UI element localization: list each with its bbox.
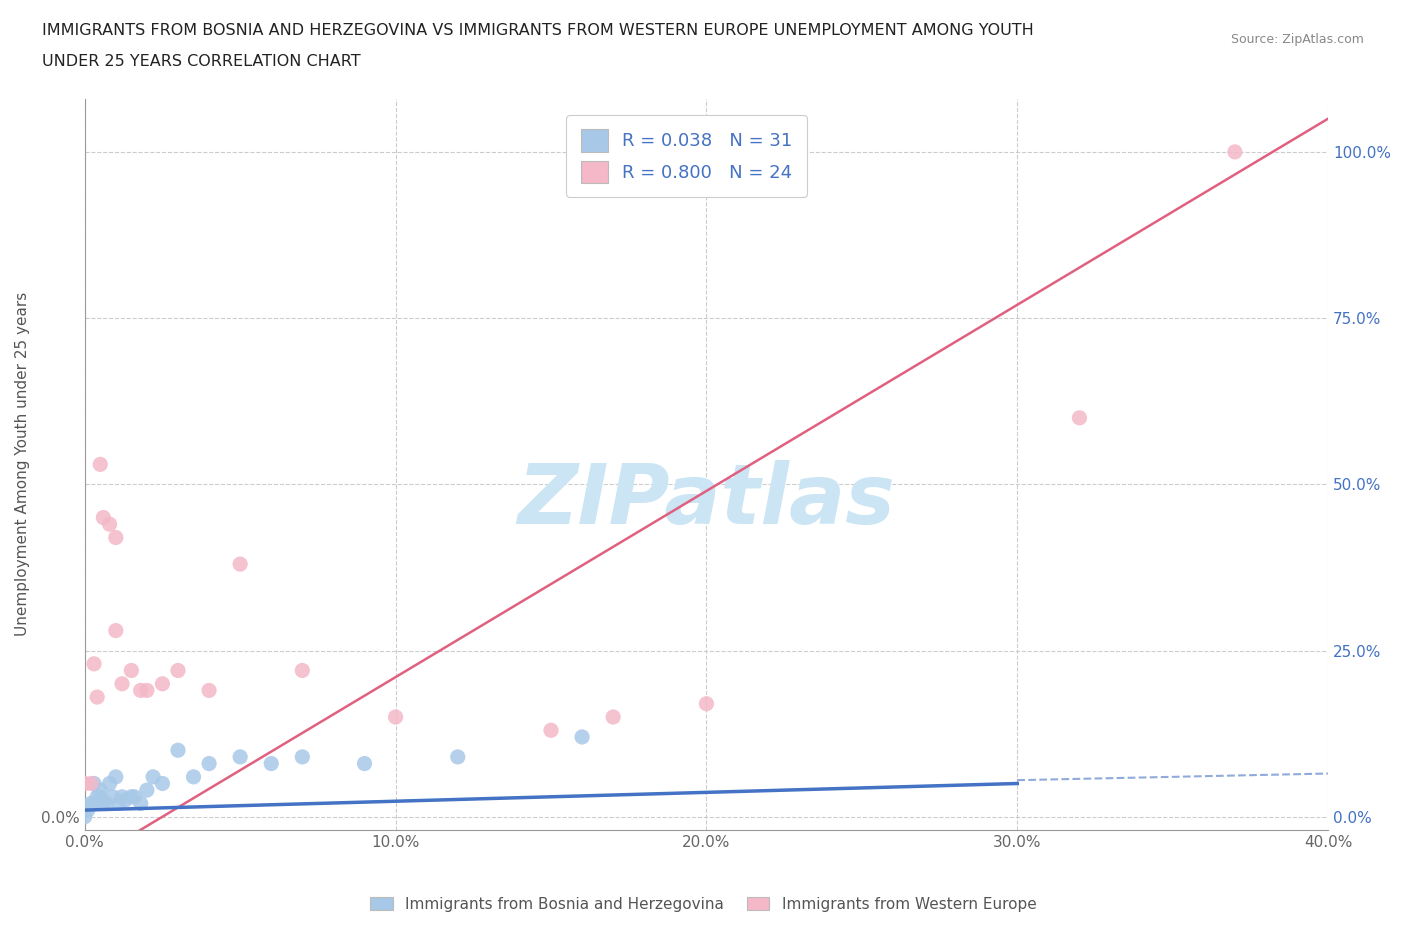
Point <box>98 517 121 532</box>
Legend: R = 0.038   N = 31, R = 0.800   N = 24: R = 0.038 N = 31, R = 0.800 N = 24 <box>567 115 807 197</box>
Text: IMMIGRANTS FROM BOSNIA AND HERZEGOVINA VS IMMIGRANTS FROM WESTERN EUROPE UNEMPLO: IMMIGRANTS FROM BOSNIA AND HERZEGOVINA V… <box>42 23 1033 38</box>
Point <box>111 790 134 804</box>
Point <box>167 663 190 678</box>
Point <box>183 769 205 784</box>
Y-axis label: Unemployment Among Youth under 25 years: Unemployment Among Youth under 25 years <box>15 292 30 636</box>
Point <box>135 783 157 798</box>
Text: Source: ZipAtlas.com: Source: ZipAtlas.com <box>1230 33 1364 46</box>
Point <box>447 750 470 764</box>
Legend: Immigrants from Bosnia and Herzegovina, Immigrants from Western Europe: Immigrants from Bosnia and Herzegovina, … <box>364 890 1042 918</box>
Point <box>96 796 118 811</box>
Point <box>89 457 111 472</box>
Point <box>229 750 252 764</box>
Point <box>291 663 314 678</box>
Point <box>108 796 131 811</box>
Text: UNDER 25 YEARS CORRELATION CHART: UNDER 25 YEARS CORRELATION CHART <box>42 54 361 69</box>
Point <box>1069 410 1091 425</box>
Point <box>83 776 105 790</box>
Point <box>152 676 174 691</box>
Point <box>73 776 96 790</box>
Point <box>695 697 717 711</box>
Point <box>104 530 127 545</box>
Point <box>1223 144 1246 159</box>
Point <box>353 756 375 771</box>
Point <box>111 676 134 691</box>
Point <box>260 756 283 771</box>
Point <box>89 783 111 798</box>
Point <box>152 776 174 790</box>
Point <box>104 623 127 638</box>
Point <box>571 729 593 744</box>
Text: ZIPatlas: ZIPatlas <box>517 460 896 541</box>
Point <box>83 796 105 811</box>
Point <box>120 790 142 804</box>
Point <box>104 769 127 784</box>
Point <box>80 796 103 811</box>
Point <box>142 769 165 784</box>
Point <box>540 723 562 737</box>
Point <box>291 750 314 764</box>
Point <box>602 710 624 724</box>
Point <box>198 756 221 771</box>
Point <box>93 511 115 525</box>
Point <box>86 790 108 804</box>
Point <box>73 809 96 824</box>
Point <box>129 683 152 698</box>
Point <box>198 683 221 698</box>
Point <box>129 796 152 811</box>
Point <box>124 790 146 804</box>
Point <box>86 690 108 705</box>
Point <box>83 657 105 671</box>
Point <box>76 803 98 817</box>
Point <box>135 683 157 698</box>
Point <box>101 790 124 804</box>
Point <box>384 710 406 724</box>
Point <box>120 663 142 678</box>
Point <box>80 776 103 790</box>
Point <box>98 776 121 790</box>
Point <box>93 796 115 811</box>
Point <box>167 743 190 758</box>
Point <box>229 557 252 572</box>
Point <box>89 790 111 804</box>
Point <box>114 792 136 807</box>
